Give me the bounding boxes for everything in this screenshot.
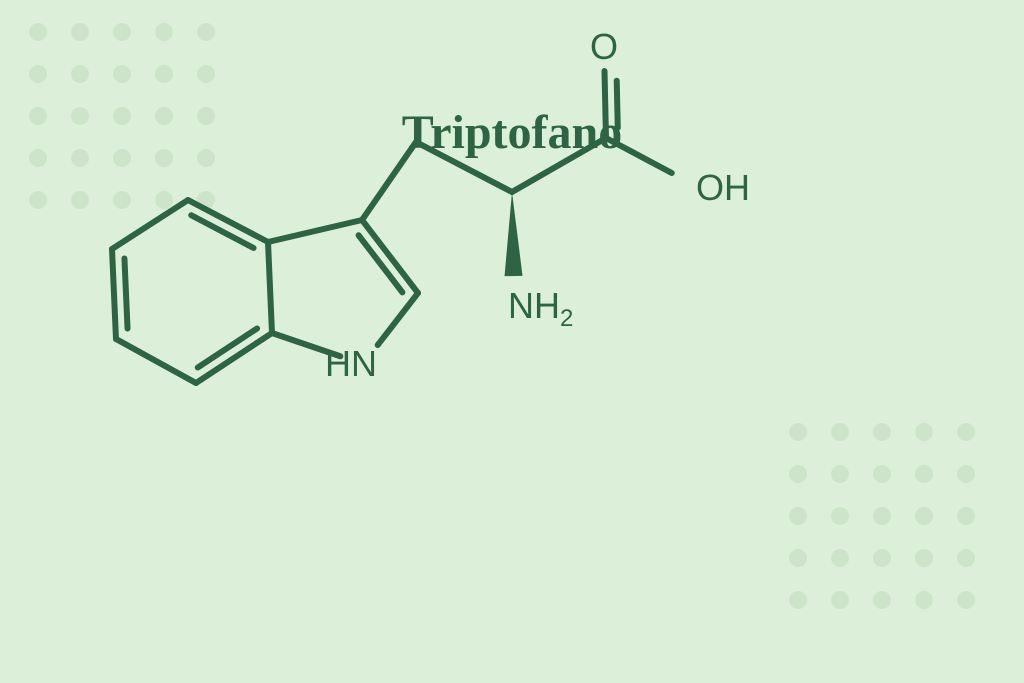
svg-text:OH: OH: [696, 167, 750, 208]
svg-text:NH2: NH2: [508, 285, 573, 332]
svg-text:HN: HN: [325, 343, 377, 384]
molecule-diagram: HN O OH NH2: [0, 0, 1024, 683]
svg-text:O: O: [590, 26, 618, 67]
